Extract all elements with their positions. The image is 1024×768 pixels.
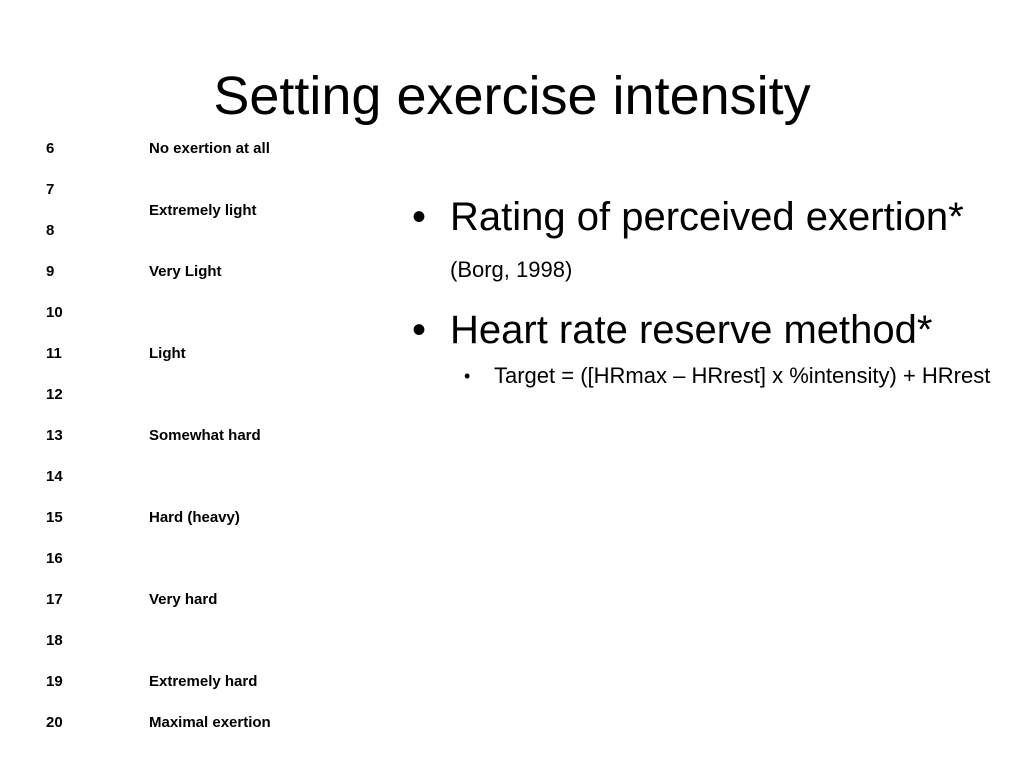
borg-number: 13 <box>46 427 63 444</box>
bullet-list: • Rating of perceived exertion* (Borg, 1… <box>410 194 1010 390</box>
bullet-icon: • <box>412 308 427 352</box>
bullet-citation: (Borg, 1998) <box>450 257 573 282</box>
borg-number: 20 <box>46 714 63 731</box>
borg-number: 9 <box>46 263 55 280</box>
borg-number: 10 <box>46 304 63 321</box>
bullet-item: • Heart rate reserve method* <box>410 307 1010 354</box>
borg-number: 8 <box>46 222 55 239</box>
borg-label: Extremely hard <box>149 673 258 690</box>
borg-label: Extremely light <box>149 202 257 219</box>
bullet-item: • Rating of perceived exertion* (Borg, 1… <box>410 194 1010 293</box>
borg-number: 11 <box>46 345 62 362</box>
borg-label: Very hard <box>149 591 218 608</box>
borg-number: 19 <box>46 673 63 690</box>
borg-number: 16 <box>46 550 63 567</box>
borg-label: No exertion at all <box>149 140 270 157</box>
borg-number: 6 <box>46 140 55 157</box>
slide-title: Setting exercise intensity <box>213 66 811 126</box>
sub-bullet-text: Target = ([HRmax – HRrest] x %intensity)… <box>494 363 991 388</box>
borg-label: Hard (heavy) <box>149 509 240 526</box>
borg-number: 14 <box>46 468 63 485</box>
borg-number: 15 <box>46 509 63 526</box>
borg-label: Light <box>149 345 186 362</box>
bullet-icon: • <box>412 195 427 239</box>
borg-label: Very Light <box>149 263 222 280</box>
bullet-text: Rating of perceived exertion* <box>450 195 964 239</box>
borg-number: 18 <box>46 632 63 649</box>
bullet-text: Heart rate reserve method* <box>450 308 933 352</box>
borg-number: 12 <box>46 386 63 403</box>
sub-bullet-item: • Target = ([HRmax – HRrest] x %intensit… <box>464 362 1010 390</box>
borg-label: Somewhat hard <box>149 427 261 444</box>
borg-number: 7 <box>46 181 55 198</box>
sub-bullet-icon: • <box>464 366 471 386</box>
borg-number: 17 <box>46 591 63 608</box>
borg-label: Maximal exertion <box>149 714 271 731</box>
